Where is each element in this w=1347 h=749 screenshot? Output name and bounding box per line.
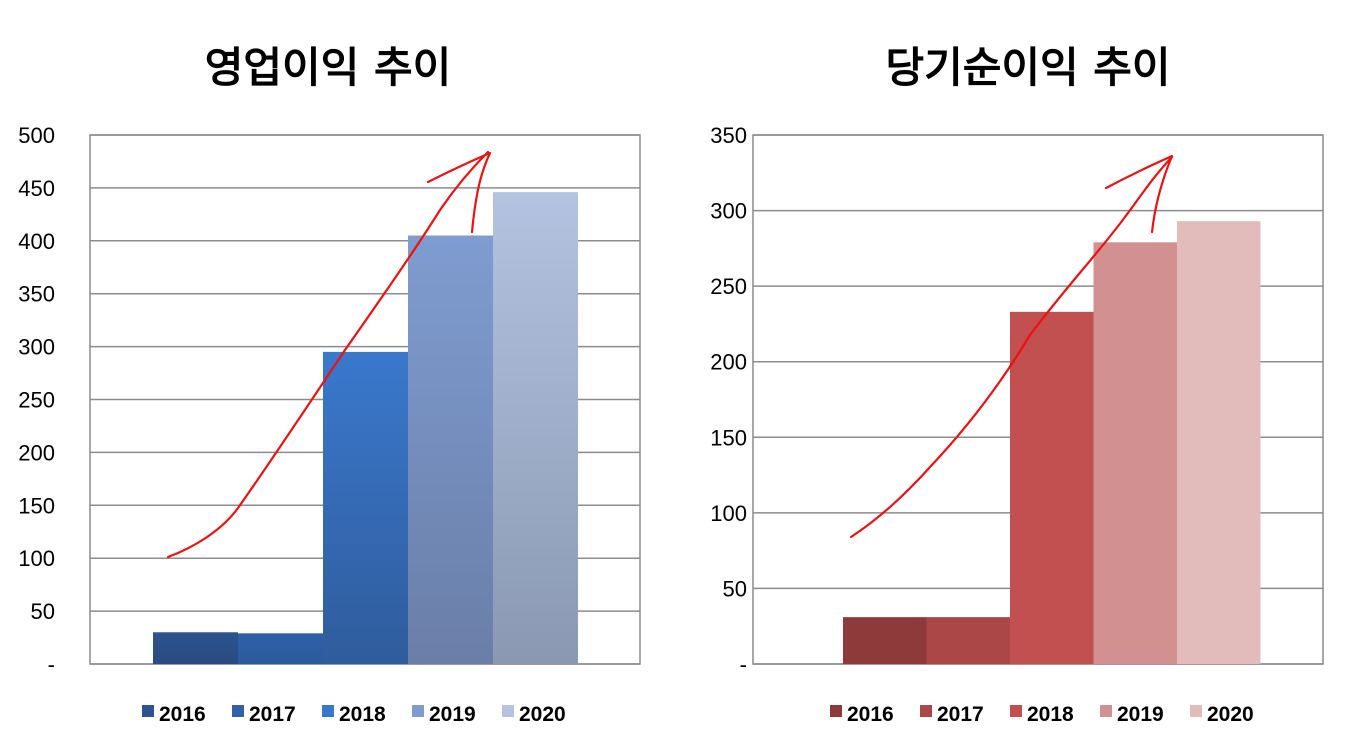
chart-title: 당기순이익 추이 — [885, 43, 1170, 92]
y-tick-label: 200 — [18, 440, 55, 465]
legend-swatch — [322, 705, 334, 717]
y-tick-label: 50 — [31, 599, 55, 624]
y-tick-label: 450 — [18, 176, 55, 201]
bar-2017 — [238, 633, 323, 664]
y-tick-label: 300 — [18, 335, 55, 360]
legend-swatch — [502, 705, 514, 717]
legend-entry: 2019 — [429, 703, 476, 726]
bar-2020 — [493, 192, 578, 664]
legend-swatch — [412, 705, 424, 717]
legend-swatch — [1100, 705, 1112, 717]
y-tick-label: - — [48, 652, 55, 677]
legend-swatch — [232, 705, 244, 717]
y-tick-label: 400 — [18, 229, 55, 254]
trend-arrow-annotation — [166, 150, 492, 559]
bar-2017 — [926, 617, 1010, 664]
bar-2020 — [1177, 221, 1261, 664]
legend-entry: 2019 — [1117, 703, 1164, 726]
y-tick-label: 350 — [18, 282, 55, 307]
y-tick-label: 100 — [710, 501, 747, 526]
y-tick-label: 250 — [18, 388, 55, 413]
legend-entry: 2018 — [339, 703, 386, 726]
legend-entry: 2020 — [1207, 703, 1254, 726]
legend-entry: 2016 — [159, 703, 206, 726]
y-tick-label: 300 — [710, 199, 747, 224]
y-tick-label: 200 — [710, 350, 747, 375]
operating-profit-chart: 영업이익 추이 - 50 100 150 200 250 300 350 400 450 500 2… — [18, 43, 641, 726]
legend-swatch — [830, 705, 842, 717]
bar-2019 — [408, 235, 493, 664]
y-tick-label: - — [740, 652, 747, 677]
legend-entry: 2017 — [937, 703, 984, 726]
legend-entry: 2016 — [847, 703, 894, 726]
bar-2019 — [1093, 242, 1177, 664]
y-tick-label: 150 — [18, 493, 55, 518]
y-tick-label: 150 — [710, 425, 747, 450]
trend-arrow-annotation — [849, 154, 1174, 539]
y-tick-label: 100 — [18, 546, 55, 571]
net-profit-chart: 당기순이익 추이 - 50 100 150 200 250 300 350 2016 2017 2… — [710, 43, 1324, 726]
y-tick-label: 50 — [723, 576, 747, 601]
legend-swatch — [1190, 705, 1202, 717]
chart-title: 영업이익 추이 — [205, 43, 451, 92]
y-tick-label: 500 — [18, 123, 55, 148]
legend-swatch — [1010, 705, 1022, 717]
legend-entry: 2017 — [249, 703, 296, 726]
bar-2016 — [843, 617, 927, 664]
legend-swatch — [920, 705, 932, 717]
bar-2018 — [323, 351, 408, 664]
bar-2016 — [153, 632, 238, 664]
legend-entry: 2018 — [1027, 703, 1074, 726]
y-tick-label: 350 — [710, 123, 747, 148]
y-tick-label: 250 — [710, 274, 747, 299]
bar-2018 — [1010, 311, 1094, 664]
legend-swatch — [142, 705, 154, 717]
legend-entry: 2020 — [519, 703, 566, 726]
